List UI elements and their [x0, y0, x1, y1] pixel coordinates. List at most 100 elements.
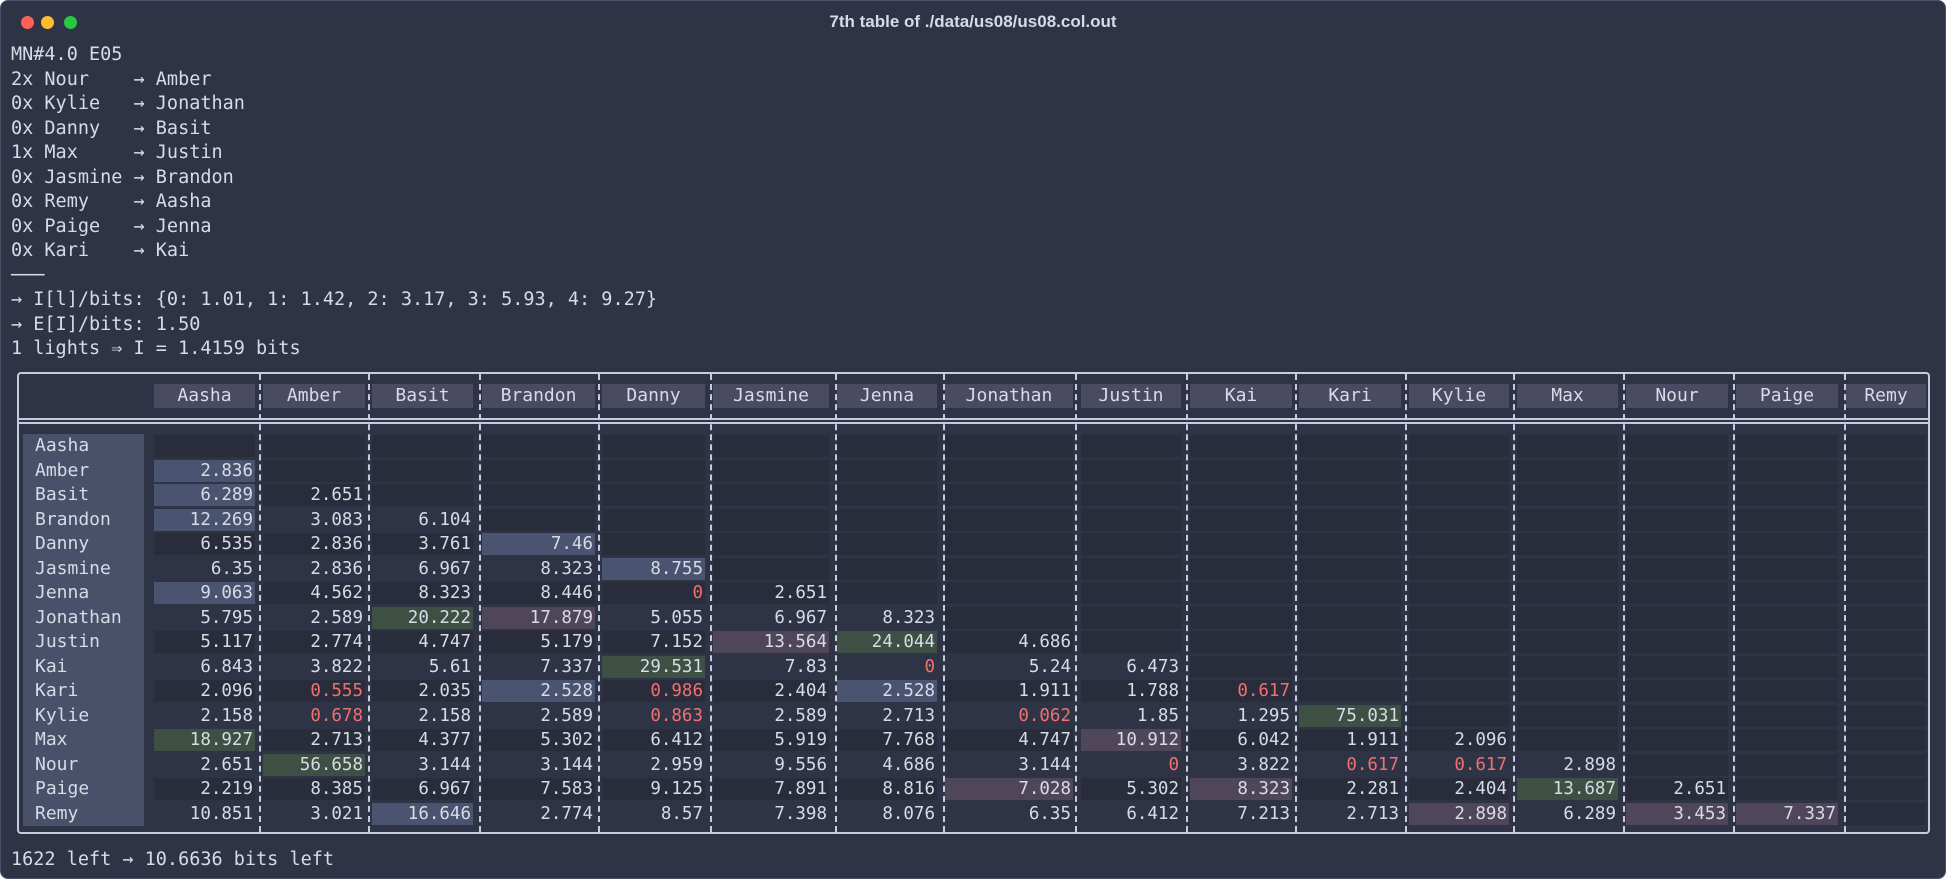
- cell-background: [1846, 778, 1926, 800]
- table-cell: 7.213: [1237, 803, 1290, 824]
- cell-background: [837, 778, 937, 800]
- cell-background: [1846, 508, 1926, 531]
- table-cell: 8.323: [882, 607, 935, 628]
- cell-background: [1409, 606, 1509, 629]
- table-cell: 2.651: [310, 485, 363, 505]
- cell-background: [1626, 704, 1728, 727]
- row-label: Danny: [23, 532, 144, 556]
- cell-background: [1736, 631, 1838, 653]
- cell-background: [837, 484, 937, 506]
- cell-background: [1517, 557, 1618, 580]
- table-cell: 1.911: [1346, 730, 1399, 750]
- cell-background: [1409, 484, 1509, 506]
- minimize-button[interactable]: [41, 16, 54, 29]
- table-cell: 3.822: [1237, 754, 1290, 775]
- table-cell: 8.323: [418, 583, 471, 603]
- table-cell: 3.761: [418, 534, 471, 554]
- cell-background: [602, 729, 705, 751]
- table-cell: 0: [1168, 754, 1179, 775]
- cell-background: [1736, 680, 1838, 702]
- table-cell: 6.35: [210, 558, 253, 579]
- column-header: Max: [1517, 384, 1618, 408]
- terminal-line: 1x Max → Justin: [11, 142, 223, 163]
- table-cell: 5.61: [428, 656, 471, 677]
- column-separator: [835, 374, 837, 832]
- cell-background: [372, 729, 473, 751]
- table-cell: 0.555: [310, 681, 363, 701]
- cell-background: [154, 631, 255, 653]
- cell-background: [1626, 508, 1728, 531]
- table-cell: 3.144: [418, 754, 471, 775]
- table-cell: 8.755: [602, 557, 705, 580]
- column-header: Brandon: [482, 384, 595, 408]
- cell-background: [1299, 729, 1401, 751]
- cell-background: [1626, 484, 1728, 506]
- cell-background: [1517, 533, 1618, 555]
- maximize-button[interactable]: [64, 16, 77, 29]
- cell-background: [1299, 557, 1401, 580]
- column-header: Justin: [1081, 384, 1181, 408]
- cell-background: [263, 484, 365, 506]
- table-cell: 5.302: [540, 730, 593, 750]
- cell-background: [713, 459, 829, 482]
- table-cell: 1.911: [1018, 681, 1071, 701]
- cell-background: [602, 484, 705, 506]
- column-separator: [710, 374, 712, 832]
- cell-background: [1190, 508, 1292, 531]
- column-separator: [368, 374, 370, 832]
- cell-background: [1736, 484, 1838, 506]
- cell-background: [945, 459, 1073, 482]
- row-label: Kylie: [23, 703, 144, 728]
- table-cell: 8.323: [1190, 778, 1292, 800]
- table-cell: 4.747: [1018, 730, 1071, 750]
- table-cell: 5.302: [1126, 779, 1179, 799]
- table-cell: 3.021: [310, 803, 363, 824]
- table-cell: 3.144: [540, 754, 593, 775]
- table-cell: 7.337: [1736, 802, 1838, 825]
- column-header: Jenna: [837, 384, 937, 408]
- cell-background: [1517, 729, 1618, 751]
- table-cell: 3.822: [310, 656, 363, 677]
- cell-background: [1299, 582, 1401, 604]
- table-cell: 2.836: [310, 558, 363, 579]
- table-cell: 6.843: [200, 656, 253, 677]
- cell-background: [1736, 704, 1838, 727]
- cell-background: [602, 508, 705, 531]
- cell-background: [945, 680, 1073, 702]
- table-cell: 8.076: [882, 803, 935, 824]
- table-cell: 0.062: [1018, 705, 1071, 726]
- table-cell: 0.617: [1454, 754, 1507, 775]
- cell-background: [945, 582, 1073, 604]
- cell-background: [1081, 533, 1181, 555]
- cell-background: [1846, 729, 1926, 751]
- cell-background: [263, 533, 365, 555]
- terminal-line: 0x Kylie → Jonathan: [11, 93, 245, 114]
- table-cell: 2.959: [650, 754, 703, 775]
- table-cell: 0.617: [1237, 681, 1290, 701]
- cell-background: [1517, 680, 1618, 702]
- terminal-output-footer: 1622 left → 10.6636 bits left: [11, 849, 335, 870]
- cell-background: [1409, 459, 1509, 482]
- table-cell: 2.651: [200, 754, 253, 775]
- table-cell: 18.927: [154, 729, 255, 751]
- row-label: Kari: [23, 679, 144, 703]
- cell-background: [1736, 778, 1838, 800]
- cell-background: [263, 778, 365, 800]
- table-cell: 2.651: [1673, 779, 1726, 799]
- table-cell: 0.986: [650, 681, 703, 701]
- cell-background: [1190, 606, 1292, 629]
- column-separator: [1623, 374, 1625, 832]
- table-cell: 75.031: [1299, 704, 1401, 727]
- table-cell: 8.446: [540, 583, 593, 603]
- table-cell: 2.713: [882, 705, 935, 726]
- row-label: Kai: [23, 654, 144, 679]
- cell-background: [1409, 582, 1509, 604]
- table-cell: 4.377: [418, 730, 471, 750]
- close-button[interactable]: [21, 16, 34, 29]
- cell-background: [713, 680, 829, 702]
- cell-background: [945, 484, 1073, 506]
- table-cell: 2.774: [310, 632, 363, 652]
- table-cell: 6.967: [418, 558, 471, 579]
- cell-background: [945, 508, 1073, 531]
- terminal-line: 0x Remy → Aasha: [11, 191, 212, 212]
